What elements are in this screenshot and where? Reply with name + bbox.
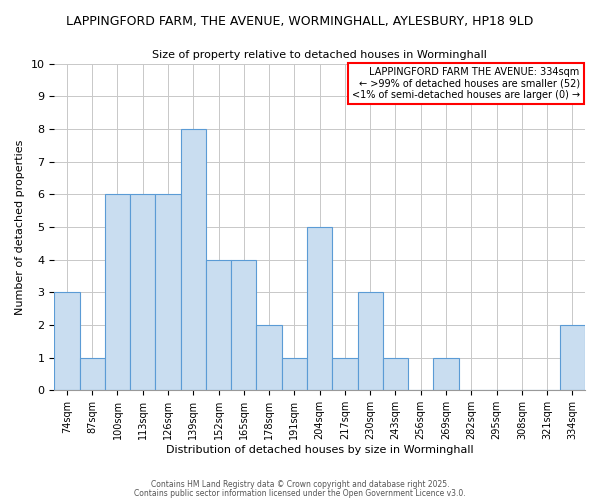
Text: Contains HM Land Registry data © Crown copyright and database right 2025.: Contains HM Land Registry data © Crown c… — [151, 480, 449, 489]
Y-axis label: Number of detached properties: Number of detached properties — [15, 140, 25, 314]
Bar — [307, 227, 332, 390]
Bar — [54, 292, 80, 390]
X-axis label: Distribution of detached houses by size in Worminghall: Distribution of detached houses by size … — [166, 445, 473, 455]
Bar — [80, 358, 105, 390]
Bar — [383, 358, 408, 390]
Bar — [231, 260, 256, 390]
Bar — [181, 129, 206, 390]
Bar — [332, 358, 358, 390]
Bar — [105, 194, 130, 390]
Text: LAPPINGFORD FARM THE AVENUE: 334sqm
← >99% of detached houses are smaller (52)
<: LAPPINGFORD FARM THE AVENUE: 334sqm ← >9… — [352, 67, 580, 100]
Bar — [206, 260, 231, 390]
Text: LAPPINGFORD FARM, THE AVENUE, WORMINGHALL, AYLESBURY, HP18 9LD: LAPPINGFORD FARM, THE AVENUE, WORMINGHAL… — [67, 15, 533, 28]
Bar — [155, 194, 181, 390]
Text: Contains public sector information licensed under the Open Government Licence v3: Contains public sector information licen… — [134, 488, 466, 498]
Bar — [282, 358, 307, 390]
Bar — [130, 194, 155, 390]
Bar — [256, 325, 282, 390]
Bar — [358, 292, 383, 390]
Title: Size of property relative to detached houses in Worminghall: Size of property relative to detached ho… — [152, 50, 487, 60]
Bar — [433, 358, 458, 390]
Bar — [560, 325, 585, 390]
